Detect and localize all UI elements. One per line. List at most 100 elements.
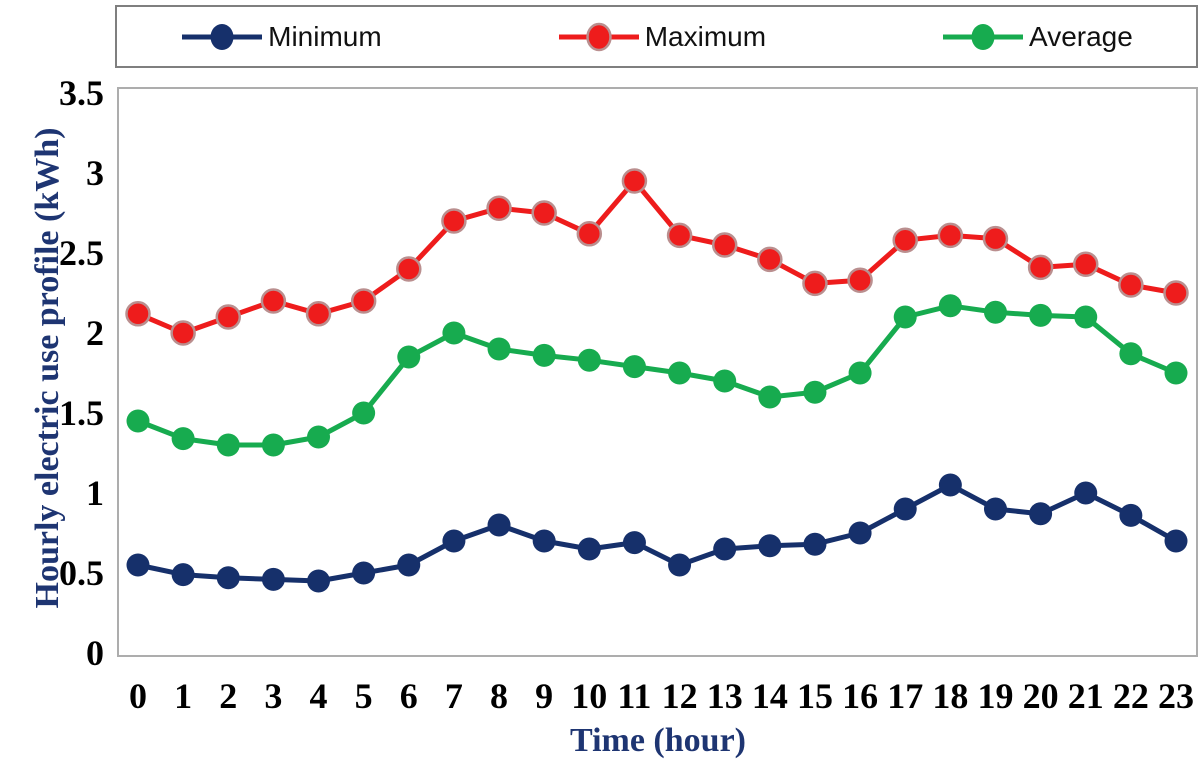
x-tick-label: 7 (445, 676, 463, 716)
x-tick-label: 10 (571, 676, 607, 716)
data-point-minimum-h6 (397, 553, 421, 577)
data-point-average-h7 (442, 321, 466, 345)
data-point-minimum-h15 (803, 532, 827, 556)
y-tick-label: 2 (86, 313, 104, 353)
x-tick-label: 12 (662, 676, 698, 716)
x-tick-label: 9 (535, 676, 553, 716)
data-point-minimum-h12 (668, 553, 692, 577)
data-point-minimum-h14 (758, 534, 782, 558)
x-tick-label: 1 (174, 676, 192, 716)
data-point-average-h22 (1119, 342, 1143, 366)
series-line-average (135, 303, 1179, 448)
x-tick-label: 4 (310, 676, 328, 716)
data-point-maximum-h22 (1118, 272, 1144, 298)
data-point-maximum-h0 (125, 301, 151, 327)
data-point-maximum-h23 (1163, 280, 1189, 306)
data-point-average-h21 (1074, 305, 1098, 329)
data-point-minimum-h23 (1164, 529, 1188, 553)
x-tick-label: 20 (1023, 676, 1059, 716)
data-point-minimum-h2 (216, 566, 240, 590)
data-point-minimum-h16 (848, 521, 872, 545)
plot-area-border (117, 87, 1198, 657)
x-tick-label: 0 (129, 676, 147, 716)
y-tick-label: 2.5 (59, 233, 104, 273)
data-point-maximum-h8 (486, 195, 512, 221)
data-point-maximum-h19 (982, 225, 1009, 252)
legend-marker-average-icon (943, 23, 1024, 50)
legend-item-minimum: Minimum (180, 20, 382, 54)
legend: Minimum Maximum Average (115, 5, 1198, 68)
data-point-maximum-h18 (937, 222, 964, 249)
x-tick-label: 15 (797, 676, 833, 716)
x-tick-label: 16 (842, 676, 878, 716)
data-point-minimum-h9 (532, 529, 556, 553)
data-point-maximum-h3 (260, 288, 287, 314)
data-point-average-h8 (487, 337, 511, 361)
data-point-maximum-h13 (711, 232, 738, 258)
data-point-average-h3 (261, 433, 285, 457)
data-point-average-h2 (216, 433, 240, 457)
data-point-average-h14 (758, 385, 782, 409)
y-tick-label: 0.5 (59, 553, 104, 593)
legend-label: Maximum (644, 20, 767, 52)
data-point-maximum-h10 (576, 221, 603, 247)
data-point-average-h20 (1029, 303, 1053, 327)
data-point-average-h19 (983, 300, 1007, 324)
x-tick-label: 8 (490, 676, 508, 716)
legend-marker-minimum-icon (182, 23, 263, 50)
data-point-maximum-h2 (215, 304, 242, 330)
data-point-maximum-h20 (1027, 254, 1054, 281)
x-tick-label: 14 (752, 676, 788, 716)
legend-item-average: Average (941, 20, 1133, 54)
data-point-average-h15 (803, 380, 827, 404)
data-point-minimum-h3 (261, 567, 285, 591)
data-point-maximum-h14 (757, 246, 783, 273)
data-point-average-h11 (622, 355, 646, 379)
data-point-maximum-h7 (441, 208, 467, 234)
data-point-minimum-h4 (307, 569, 331, 593)
data-point-average-h0 (126, 409, 150, 433)
series-line-maximum (135, 178, 1179, 336)
data-point-maximum-h16 (847, 267, 873, 293)
data-point-minimum-h19 (983, 497, 1007, 521)
x-tick-label: 19 (977, 676, 1013, 716)
data-point-average-h6 (397, 345, 421, 369)
y-tick-label: 3.5 (59, 73, 104, 113)
data-point-maximum-h9 (531, 200, 557, 226)
data-point-minimum-h5 (352, 561, 376, 585)
data-point-minimum-h0 (126, 553, 150, 577)
data-point-maximum-h17 (892, 227, 918, 253)
data-point-average-h4 (307, 425, 331, 449)
x-tick-label: 17 (887, 676, 923, 716)
data-point-average-h9 (532, 343, 556, 367)
y-tick-label: 1.5 (59, 393, 104, 433)
x-axis-title: Time (hour) (570, 722, 746, 759)
x-tick-label: 5 (355, 676, 373, 716)
y-tick-label: 1 (86, 473, 104, 513)
x-tick-label: 21 (1068, 676, 1104, 716)
x-tick-label: 18 (932, 676, 968, 716)
legend-label: Minimum (268, 20, 382, 52)
x-tick-label: 13 (707, 676, 743, 716)
legend-item-maximum: Maximum (557, 20, 766, 54)
data-point-minimum-h11 (622, 531, 646, 555)
data-point-minimum-h17 (893, 497, 917, 521)
data-point-average-h12 (668, 361, 692, 385)
data-point-minimum-h21 (1074, 481, 1098, 505)
data-point-average-h13 (713, 369, 737, 393)
y-tick-label: 0 (86, 633, 104, 673)
data-point-maximum-h1 (170, 320, 196, 346)
legend-label: Average (1029, 20, 1133, 52)
data-point-minimum-h13 (713, 537, 737, 561)
data-point-maximum-h6 (396, 256, 422, 282)
data-point-minimum-h10 (577, 537, 601, 561)
x-tick-label: 23 (1158, 676, 1194, 716)
data-point-minimum-h1 (171, 563, 195, 587)
data-point-minimum-h8 (487, 513, 511, 537)
data-point-minimum-h18 (938, 473, 962, 497)
series-line-minimum (135, 482, 1179, 584)
legend-marker-maximum-icon (558, 22, 639, 51)
data-point-maximum-h4 (305, 301, 332, 327)
